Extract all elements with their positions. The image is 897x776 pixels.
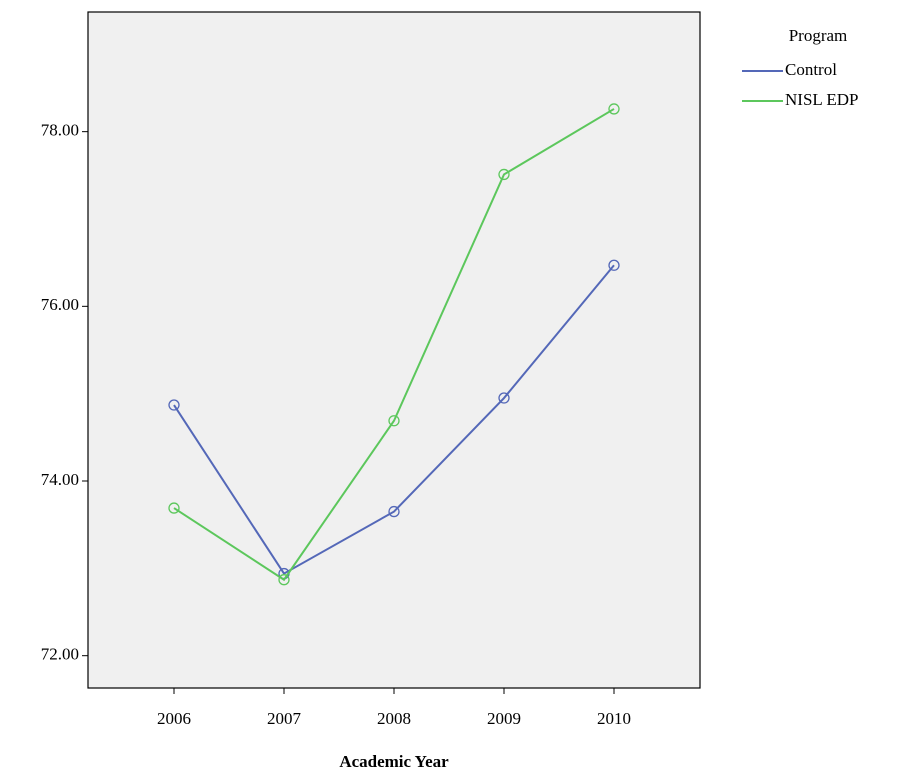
point-marker <box>498 392 510 404</box>
x-tick-label: 2008 <box>377 709 411 728</box>
x-axis-label: Academic Year <box>339 752 449 771</box>
series-line <box>173 108 615 582</box>
legend-label: Control <box>785 60 837 79</box>
y-tick-label: 72.00 <box>41 645 79 664</box>
x-tick-label: 2010 <box>597 709 631 728</box>
y-tick-label: 76.00 <box>41 295 79 314</box>
point-marker <box>608 103 620 115</box>
point-marker <box>608 259 620 271</box>
x-tick-label: 2006 <box>157 709 191 728</box>
y-tick-label: 78.00 <box>41 121 79 140</box>
legend-title: Program <box>789 26 848 45</box>
point-marker <box>388 415 400 427</box>
point-marker <box>498 168 510 181</box>
point-marker <box>388 505 400 518</box>
plot-area <box>87 11 701 689</box>
point-marker <box>168 399 180 411</box>
x-tick-label: 2009 <box>487 709 521 728</box>
point-marker <box>168 502 180 514</box>
point-marker <box>278 574 290 586</box>
y-tick-label: 74.00 <box>41 470 79 489</box>
series-line <box>173 264 615 575</box>
legend-label: NISL EDP <box>785 90 859 109</box>
x-tick-label: 2007 <box>267 709 302 728</box>
